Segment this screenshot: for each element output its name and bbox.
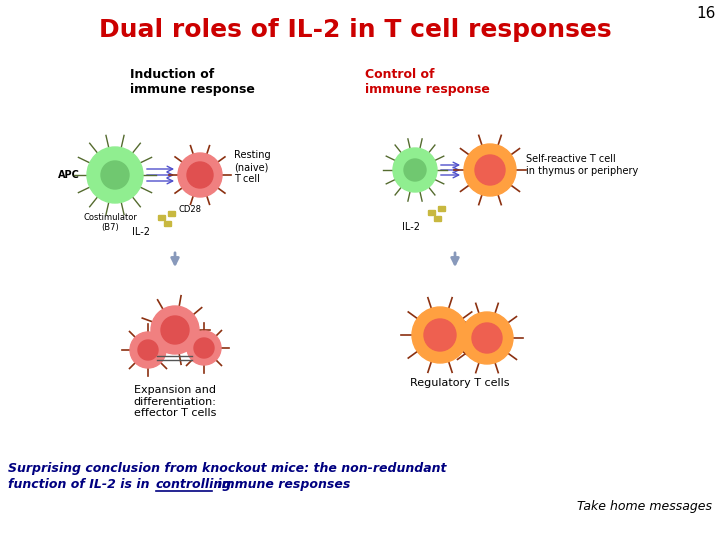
Circle shape [393, 148, 437, 192]
Circle shape [178, 153, 222, 197]
Circle shape [475, 155, 505, 185]
Text: Take home messages: Take home messages [577, 500, 712, 513]
Text: Surprising conclusion from knockout mice: the non-redundant: Surprising conclusion from knockout mice… [8, 462, 446, 475]
Text: Dual roles of IL-2 in T cell responses: Dual roles of IL-2 in T cell responses [99, 18, 611, 42]
Text: 16: 16 [696, 6, 716, 22]
Circle shape [194, 338, 214, 358]
FancyBboxPatch shape [168, 212, 176, 217]
FancyBboxPatch shape [164, 221, 171, 226]
Text: immune responses: immune responses [213, 478, 351, 491]
Circle shape [472, 323, 502, 353]
Circle shape [130, 332, 166, 368]
Text: Regulatory T cells: Regulatory T cells [410, 378, 510, 388]
Circle shape [187, 162, 213, 188]
Circle shape [464, 144, 516, 196]
Circle shape [101, 161, 129, 189]
Circle shape [138, 340, 158, 360]
Text: function of IL-2 is in: function of IL-2 is in [8, 478, 154, 491]
Circle shape [161, 316, 189, 344]
Text: IL-2: IL-2 [402, 222, 420, 232]
Circle shape [424, 319, 456, 351]
Circle shape [187, 331, 221, 365]
Text: Control of
immune response: Control of immune response [365, 68, 490, 96]
Circle shape [404, 159, 426, 181]
Text: Resting
(naive)
T cell: Resting (naive) T cell [234, 151, 271, 184]
FancyBboxPatch shape [438, 206, 446, 212]
Text: Costimulator
(B7): Costimulator (B7) [83, 213, 137, 232]
Text: IL-2: IL-2 [132, 227, 150, 237]
Circle shape [461, 312, 513, 364]
Text: Self-reactive T cell
in thymus or periphery: Self-reactive T cell in thymus or periph… [526, 154, 638, 176]
Text: Induction of
immune response: Induction of immune response [130, 68, 255, 96]
Text: Expansion and
differentiation:
effector T cells: Expansion and differentiation: effector … [134, 385, 217, 418]
FancyBboxPatch shape [158, 215, 166, 220]
Circle shape [412, 307, 468, 363]
FancyBboxPatch shape [434, 217, 441, 221]
Text: CD28: CD28 [179, 205, 202, 214]
Circle shape [151, 306, 199, 354]
Text: APC: APC [58, 170, 80, 180]
Text: controlling: controlling [156, 478, 233, 491]
FancyBboxPatch shape [428, 211, 436, 215]
Circle shape [87, 147, 143, 203]
